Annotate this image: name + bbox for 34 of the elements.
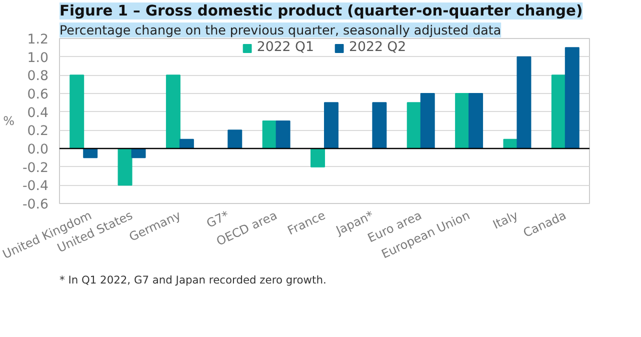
y-tick-label: 0.6 xyxy=(27,88,49,102)
chart-subtitle: Percentage change on the previous quarter, seasonally adjusted data xyxy=(60,22,502,38)
bar xyxy=(118,148,132,186)
bar xyxy=(276,120,290,149)
y-tick-label: 0.4 xyxy=(27,106,49,121)
bar xyxy=(262,120,277,149)
x-tick-label: Italy xyxy=(490,208,520,232)
bar xyxy=(310,148,325,168)
y-tick-label: 0.8 xyxy=(27,69,49,84)
bar xyxy=(372,102,387,149)
bar xyxy=(406,102,422,149)
x-tick-label: G7* xyxy=(204,208,232,231)
y-tick-label: 0.2 xyxy=(27,124,49,140)
y-tick-label: 1.0 xyxy=(27,50,49,66)
bar xyxy=(70,74,84,149)
bar xyxy=(166,74,180,149)
bar xyxy=(468,93,484,149)
bar xyxy=(420,93,435,149)
y-tick-label: -0.2 xyxy=(22,160,49,176)
bar xyxy=(564,47,580,149)
chart-title: Figure 1 – Gross domestic product (quarter-on-quarter change) xyxy=(60,2,583,20)
legend-label: 2022 Q2 xyxy=(349,40,406,55)
y-tick-label: -0.6 xyxy=(22,198,49,212)
bar xyxy=(228,130,242,149)
y-tick-label: -0.4 xyxy=(22,179,49,194)
y-axis-title: % xyxy=(3,114,14,128)
bar xyxy=(516,56,532,149)
bar xyxy=(551,74,566,149)
bar xyxy=(324,102,338,149)
y-tick-label: 1.2 xyxy=(27,32,49,48)
bar xyxy=(455,93,470,149)
legend-label: 2022 Q1 xyxy=(256,40,314,55)
y-tick-label: 0.0 xyxy=(27,142,49,158)
text: * In Q1 2022, G7 and Japan recorded zero growth. xyxy=(60,274,326,286)
